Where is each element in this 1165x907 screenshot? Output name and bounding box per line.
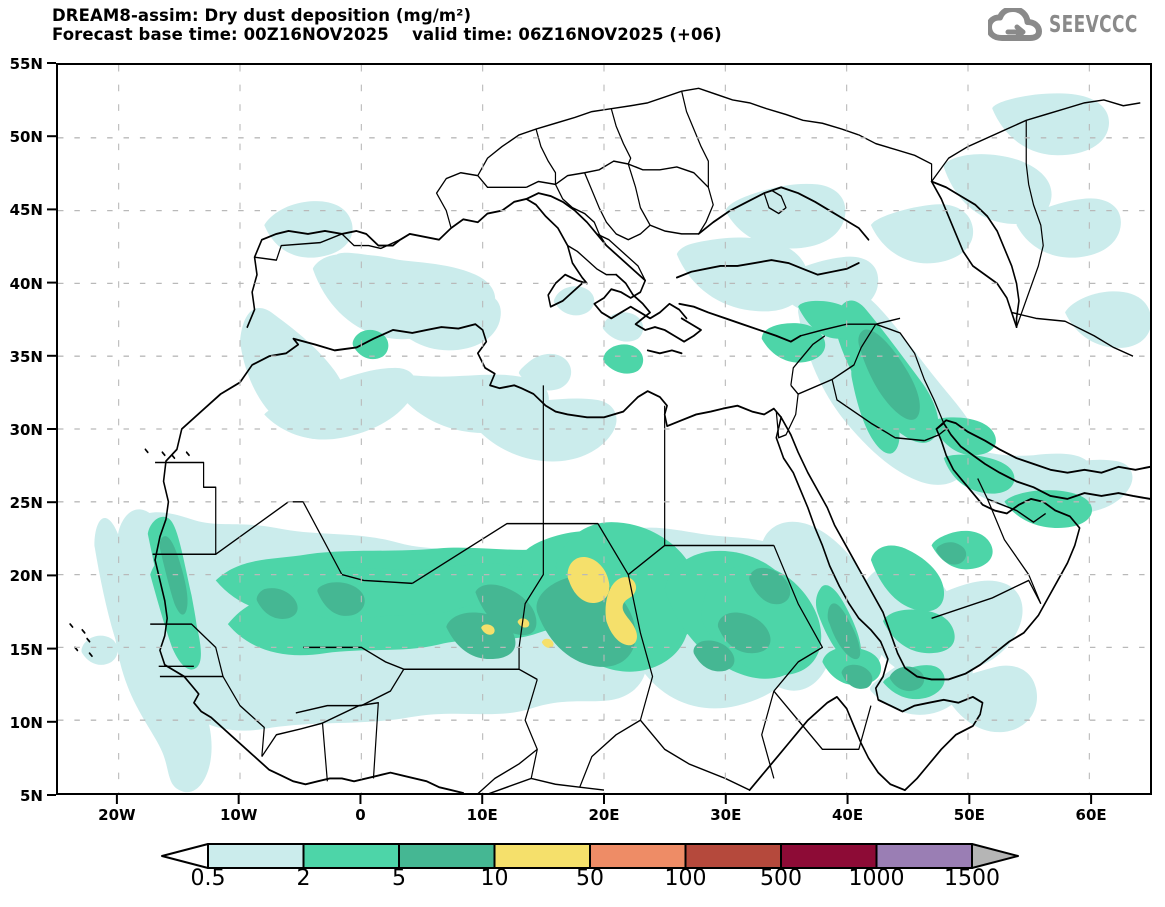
x-axis-tick-label: 10W xyxy=(219,806,258,824)
y-axis-tick-label: 35N xyxy=(9,347,43,366)
y-axis-tick-label: 40N xyxy=(9,274,43,293)
colorbar-over-arrow xyxy=(971,843,1019,869)
colorbar-segment-500 xyxy=(780,843,878,869)
y-axis-tick-label: 15N xyxy=(9,640,43,659)
colorbar-segment-5 xyxy=(398,843,496,869)
base-time-label: Forecast base time: 00Z16NOV2025 xyxy=(52,25,389,44)
y-axis-tick-label: 50N xyxy=(9,128,43,147)
gridlines xyxy=(58,65,1150,793)
valid-time-label: valid time: 06Z16NOV2025 (+06) xyxy=(412,25,722,44)
colorbar-segment-100 xyxy=(684,843,782,869)
colorbar-segment-2 xyxy=(302,843,400,869)
y-axis-tick-label: 5N xyxy=(20,787,43,805)
x-axis-tick-label: 20E xyxy=(588,806,620,824)
chart-title-block: DREAM8-assim: Dry dust deposition (mg/m²… xyxy=(52,6,722,44)
seevccc-logo: SEEVCCC xyxy=(987,8,1157,42)
y-axis-tick-label: 20N xyxy=(9,567,43,586)
forecast-time-line: Forecast base time: 00Z16NOV2025 valid t… xyxy=(52,25,722,44)
colorbar-tick-label: 100 xyxy=(664,866,707,891)
colorbar-under-arrow xyxy=(161,843,209,869)
colorbar-tick-label: 500 xyxy=(760,866,802,891)
x-axis-tick-label: 60E xyxy=(1075,806,1107,824)
y-axis-tick-label: 45N xyxy=(9,201,43,220)
cloud-icon xyxy=(987,8,1042,41)
dust-field xyxy=(81,93,1150,793)
colorbar-segment-50 xyxy=(589,843,687,869)
y-axis-tick-label: 10N xyxy=(9,713,43,732)
x-axis-tick-label: 50E xyxy=(953,806,985,824)
coastline-layer xyxy=(69,180,1150,793)
colorbar-tick-label: 2 xyxy=(296,866,311,891)
y-axis-tick-label: 30N xyxy=(9,421,43,439)
colorbar-segment-1000 xyxy=(875,843,973,869)
colorbar-tick-label: 1000 xyxy=(848,866,905,891)
y-axis-tick-label: 55N xyxy=(9,55,43,73)
x-axis-tick-label: 40E xyxy=(831,806,864,824)
colorbar-tick-label: 50 xyxy=(576,866,604,891)
colorbar-tick-label: 1500 xyxy=(944,866,1000,891)
y-axis-tick-label: 25N xyxy=(9,494,43,513)
colorbar-tick-label: 5 xyxy=(392,866,406,891)
colorbar-segment-0.5 xyxy=(207,843,305,869)
colorbar-tick-label: 10 xyxy=(480,866,509,891)
contour-band-10 xyxy=(481,556,637,648)
colorbar xyxy=(161,843,1019,869)
x-axis-tick-label: 10E xyxy=(466,806,498,824)
borders-layer xyxy=(150,87,1141,793)
colorbar-tick-label: 0.5 xyxy=(190,866,226,891)
page-title: DREAM8-assim: Dry dust deposition (mg/m²… xyxy=(52,6,472,25)
x-axis-tick-label: 30E xyxy=(710,806,742,824)
colorbar-tick-labels: 0.5 2 5 10 50 100 500 1000 1500 xyxy=(0,866,1165,902)
colorbar-segment-10 xyxy=(493,843,591,869)
map-canvas xyxy=(58,65,1150,793)
x-axis-tick-label: 0 xyxy=(355,806,366,824)
logo-text: SEEVCCC xyxy=(1048,12,1138,38)
x-axis-tick-label: 20W xyxy=(98,806,136,824)
map-plot-area xyxy=(56,63,1152,795)
